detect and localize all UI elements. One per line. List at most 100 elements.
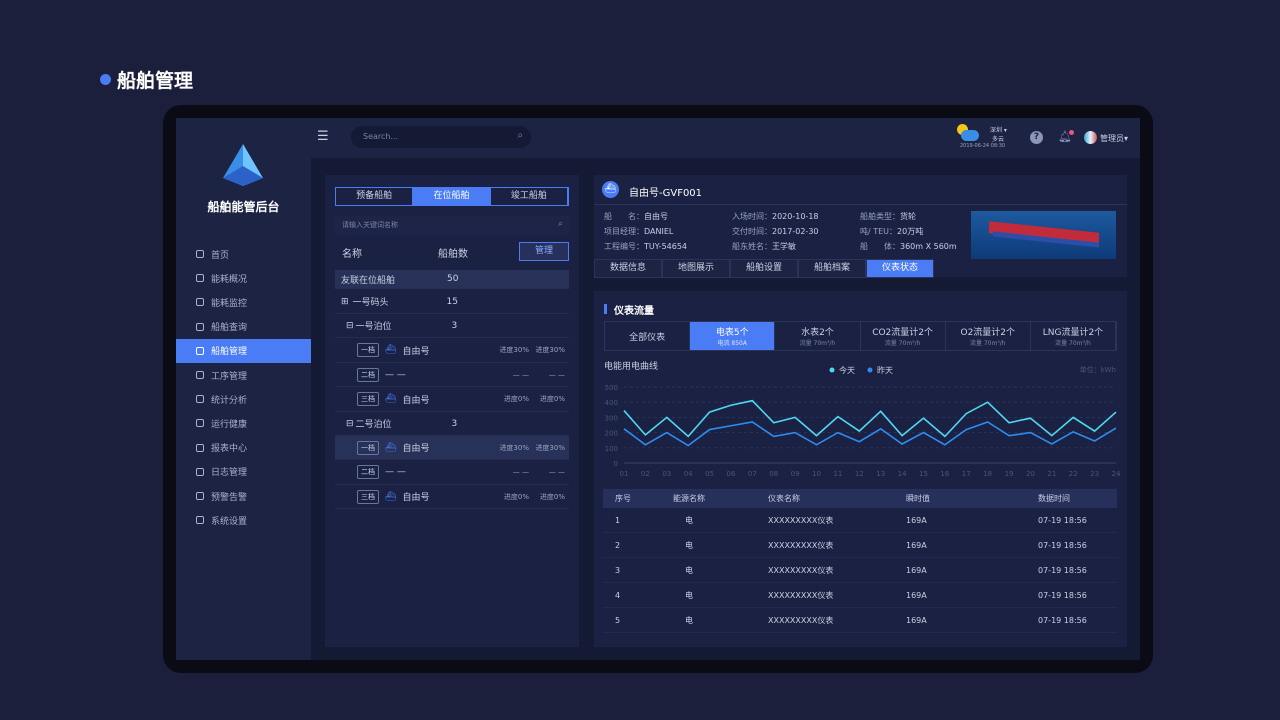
detail-tab-3[interactable]: 船舶档案 [798, 259, 866, 278]
dock-row[interactable]: ⊞ 一号码头 15 [335, 290, 569, 314]
table-cell: 电 [685, 590, 693, 600]
slot-row[interactable]: 三档 ⛴ 自由号 进度0% 进度0% [335, 388, 569, 412]
series-line-0 [623, 399, 1117, 438]
tab-0[interactable]: 预备船舶 [336, 188, 414, 205]
sidebar-item-2[interactable]: 能耗监控 [176, 290, 311, 314]
sidebar-item-1[interactable]: 能耗概况 [176, 266, 311, 290]
table-cell: 电 [685, 540, 693, 550]
sidebar-item-10[interactable]: 预警告警 [176, 484, 311, 508]
y-tick-label: 500 [605, 384, 618, 392]
sidebar-item-4[interactable]: 船舶管理 [176, 338, 311, 363]
meter-tab-2[interactable]: 水表2个 流量 70m³/h [775, 322, 861, 350]
table-row[interactable]: 1 电 XXXXXXXXX仪表 169A 07-19 18:56 [603, 508, 1117, 533]
bullet-icon [100, 74, 111, 85]
sidebar-item-0[interactable]: 首页 [176, 242, 311, 266]
bell-icon [196, 492, 204, 500]
home-icon [196, 250, 204, 258]
y-tick-label: 100 [605, 445, 618, 453]
keyword-search-input[interactable]: 请输入关键词名称 ⌕ [335, 216, 569, 235]
detail-tab-1[interactable]: 地图展示 [662, 259, 730, 278]
weather-condition: 多云 [992, 136, 1005, 143]
collapse-minus-icon[interactable]: ⊟ [346, 418, 354, 429]
avatar[interactable] [1084, 131, 1097, 144]
table-row[interactable]: 4 电 XXXXXXXXX仪表 169A 07-19 18:56 [603, 583, 1117, 608]
meter-tab-5[interactable]: LNG流量计2个 流量 70m³/h [1031, 322, 1117, 350]
manage-button[interactable]: 管理 [519, 242, 569, 261]
slot-row[interactable]: 三档 ⛴ 自由号 进度0% 进度0% [335, 485, 569, 510]
x-tick-label: 03 [662, 470, 671, 478]
sidebar-item-6[interactable]: 统计分析 [176, 387, 311, 411]
meter-tab-0[interactable]: 全部仪表 [605, 322, 691, 350]
meter-tab-4[interactable]: O2流量计2个 流量 70m³/h [946, 322, 1031, 350]
grid-icon [196, 274, 204, 283]
x-tick-label: 24 [1112, 470, 1121, 478]
x-tick-label: 09 [791, 470, 800, 478]
search-icon[interactable]: ⌕ [517, 130, 523, 141]
x-tick-label: 08 [769, 470, 778, 478]
x-tick-label: 17 [962, 470, 971, 478]
detail-tab-2[interactable]: 船舶设置 [730, 259, 798, 278]
progress-2: 进度30% [535, 346, 565, 355]
table-cell: 07-19 18:56 [1038, 540, 1087, 550]
detail-field: 入场时间：2020-10-18 [732, 212, 819, 221]
user-menu[interactable]: 管理员▾ [1100, 134, 1129, 143]
meter-tab-3[interactable]: CO2流量计2个 流量 70m³/h [861, 322, 946, 350]
summary-count: 50 [447, 274, 459, 284]
slot-row[interactable]: 一档 ⛴ 自由号 进度30% 进度30% [335, 436, 569, 461]
meter-tab-1[interactable]: 电表5个 电流 850A [690, 322, 776, 350]
slot-tag: 一档 [357, 440, 379, 455]
x-tick-label: 18 [983, 470, 992, 478]
detail-tab-0[interactable]: 数据信息 [594, 259, 662, 278]
top-header: ☰ Search... ⌕ 深圳 ▾ 多云 2019-06-24 08:30 ? … [311, 118, 1140, 158]
progress-1: 进度0% [503, 395, 529, 404]
x-tick-label: 23 [1090, 470, 1099, 478]
legend-label: 今天 [839, 365, 855, 375]
table-cell: 169A [906, 540, 927, 550]
slot-row[interactable]: 一档 ⛴ 自由号 进度30% 进度30% [335, 339, 569, 363]
table-cell: 电 [685, 565, 693, 575]
sidebar-item-9[interactable]: 日志管理 [176, 460, 311, 484]
detail-tabs: 数据信息 地图展示 船舶设置 船舶档案 仪表状态 [594, 259, 934, 278]
sidebar-item-3[interactable]: 船舶查询 [176, 315, 311, 339]
expand-plus-icon[interactable]: ⊞ [341, 296, 349, 307]
table-cell: 4 [615, 590, 621, 600]
weather-city[interactable]: 深圳 ▾ [990, 127, 1007, 134]
page-heading: 船舶管理 [100, 66, 193, 93]
sidebar: 船舶能管后台 首页 能耗概况 能耗监控 船舶查询 船舶管理 工序管理 统计分析 运行健康 报表中… [176, 118, 311, 660]
detail-tab-4[interactable]: 仪表状态 [866, 259, 934, 278]
berth-row[interactable]: ⊟ 一号泊位 3 [335, 314, 569, 339]
slot-row[interactable]: 二档 — — — — — — [335, 461, 569, 485]
chart-unit: 单位：kWh [1080, 365, 1116, 374]
progress-2: 进度30% [535, 443, 565, 452]
search-input[interactable]: Search... ⌕ [351, 126, 531, 148]
menu-icon[interactable]: ☰ [317, 129, 329, 144]
page-title: 船舶管理 [117, 70, 194, 92]
sidebar-item-label: 船舶查询 [211, 323, 248, 334]
notification-bell-icon[interactable]: 🔔︎ [1058, 130, 1074, 143]
ship-badge-icon: ⛴ [602, 181, 619, 198]
sidebar-item-label: 运行健康 [211, 419, 248, 430]
ship-icon: ⛴ [385, 394, 397, 405]
x-tick-label: 13 [876, 470, 885, 478]
summary-row[interactable]: 友联在位船舶 50 [335, 270, 569, 289]
sidebar-item-5[interactable]: 工序管理 [176, 363, 311, 387]
table-row[interactable]: 5 电 XXXXXXXXX仪表 169A 07-19 18:56 [603, 608, 1117, 633]
table-row[interactable]: 3 电 XXXXXXXXX仪表 169A 07-19 18:56 [603, 558, 1117, 583]
help-icon[interactable]: ? [1030, 131, 1043, 144]
table-row[interactable]: 2 电 XXXXXXXXX仪表 169A 07-19 18:56 [603, 533, 1117, 558]
detail-field: 吨/ TEU：20万吨 [860, 227, 924, 236]
x-tick-label: 12 [855, 470, 864, 478]
berth-row[interactable]: ⊟ 二号泊位 3 [335, 412, 569, 436]
tab-1[interactable]: 在位船舶 [413, 188, 491, 205]
slot-row[interactable]: 二档 — — — — — — [335, 363, 569, 388]
progress-2: — — [548, 370, 565, 379]
col-count-header: 船舶数 [438, 249, 468, 260]
sidebar-item-8[interactable]: 报表中心 [176, 436, 311, 460]
gear-icon [196, 516, 204, 525]
table-cell: 07-19 18:56 [1038, 565, 1087, 575]
collapse-minus-icon[interactable]: ⊟ [346, 320, 354, 331]
sidebar-item-11[interactable]: 系统设置 [176, 508, 311, 532]
sidebar-item-7[interactable]: 运行健康 [176, 411, 311, 435]
search-icon[interactable]: ⌕ [557, 219, 563, 229]
tab-2[interactable]: 竣工船舶 [491, 188, 568, 205]
